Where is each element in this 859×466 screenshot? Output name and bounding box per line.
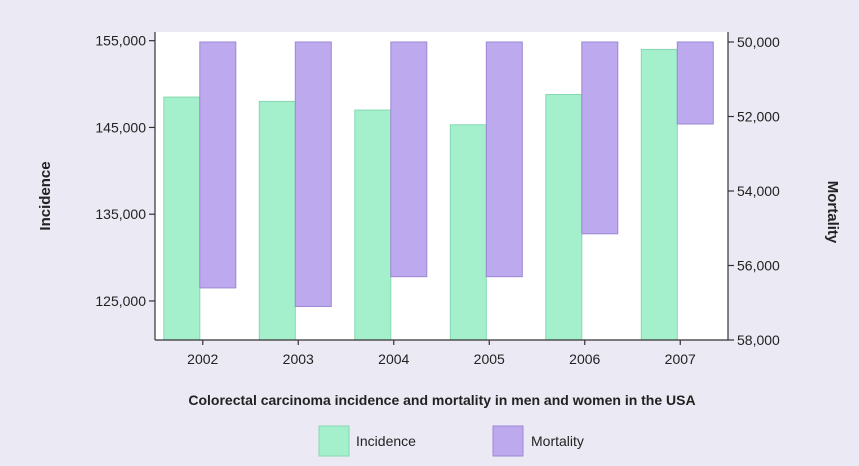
x-tick-label: 2007 (665, 351, 696, 367)
legend: Incidence Mortality (318, 425, 584, 457)
right-tick-label: 54,000 (737, 183, 780, 199)
right-tick-label: 52,000 (737, 109, 780, 125)
bar-incidence-2002 (163, 96, 201, 341)
bar-incidence-2004 (354, 109, 392, 341)
bar-mortality-2007 (676, 41, 714, 125)
bar-mortality-2006 (581, 41, 619, 235)
left-axis-ticks: 155,000 145,000 135,000 125,000 (95, 33, 155, 309)
chart-title: Colorectal carcinoma incidence and morta… (188, 392, 695, 408)
plot-background (155, 32, 728, 340)
right-axis-ticks: 50,000 52,000 54,000 56,000 58,000 (728, 34, 780, 348)
legend-label-mortality: Mortality (531, 433, 584, 449)
right-tick-label: 58,000 (737, 332, 780, 348)
x-tick-label: 2006 (569, 351, 600, 367)
legend-swatch-incidence (318, 425, 350, 457)
bar-mortality-2004 (390, 41, 428, 278)
x-tick-label: 2005 (474, 351, 505, 367)
x-tick-label: 2002 (187, 351, 218, 367)
x-tick-label: 2004 (378, 351, 409, 367)
x-axis-ticks: 2002 2003 2004 2005 2006 2007 (187, 340, 696, 367)
left-tick-label: 145,000 (95, 119, 146, 135)
right-tick-label: 50,000 (737, 34, 780, 50)
legend-label-incidence: Incidence (356, 433, 416, 449)
bar-mortality-2003 (294, 41, 332, 307)
right-axis-label: Mortality (824, 181, 841, 244)
bar-mortality-2002 (199, 41, 237, 289)
legend-swatch-mortality (492, 425, 524, 457)
bar-incidence-2005 (449, 124, 487, 341)
right-tick-label: 56,000 (737, 258, 780, 274)
x-tick-label: 2003 (283, 351, 314, 367)
bar-mortality-2005 (485, 41, 523, 278)
bar-incidence-2006 (545, 94, 583, 341)
left-tick-label: 125,000 (95, 293, 146, 309)
left-tick-label: 155,000 (95, 33, 146, 49)
bars-layer (163, 41, 714, 341)
bar-incidence-2007 (640, 48, 678, 341)
left-axis-label: Incidence (37, 161, 54, 230)
left-tick-label: 135,000 (95, 206, 146, 222)
bar-incidence-2003 (258, 100, 296, 341)
